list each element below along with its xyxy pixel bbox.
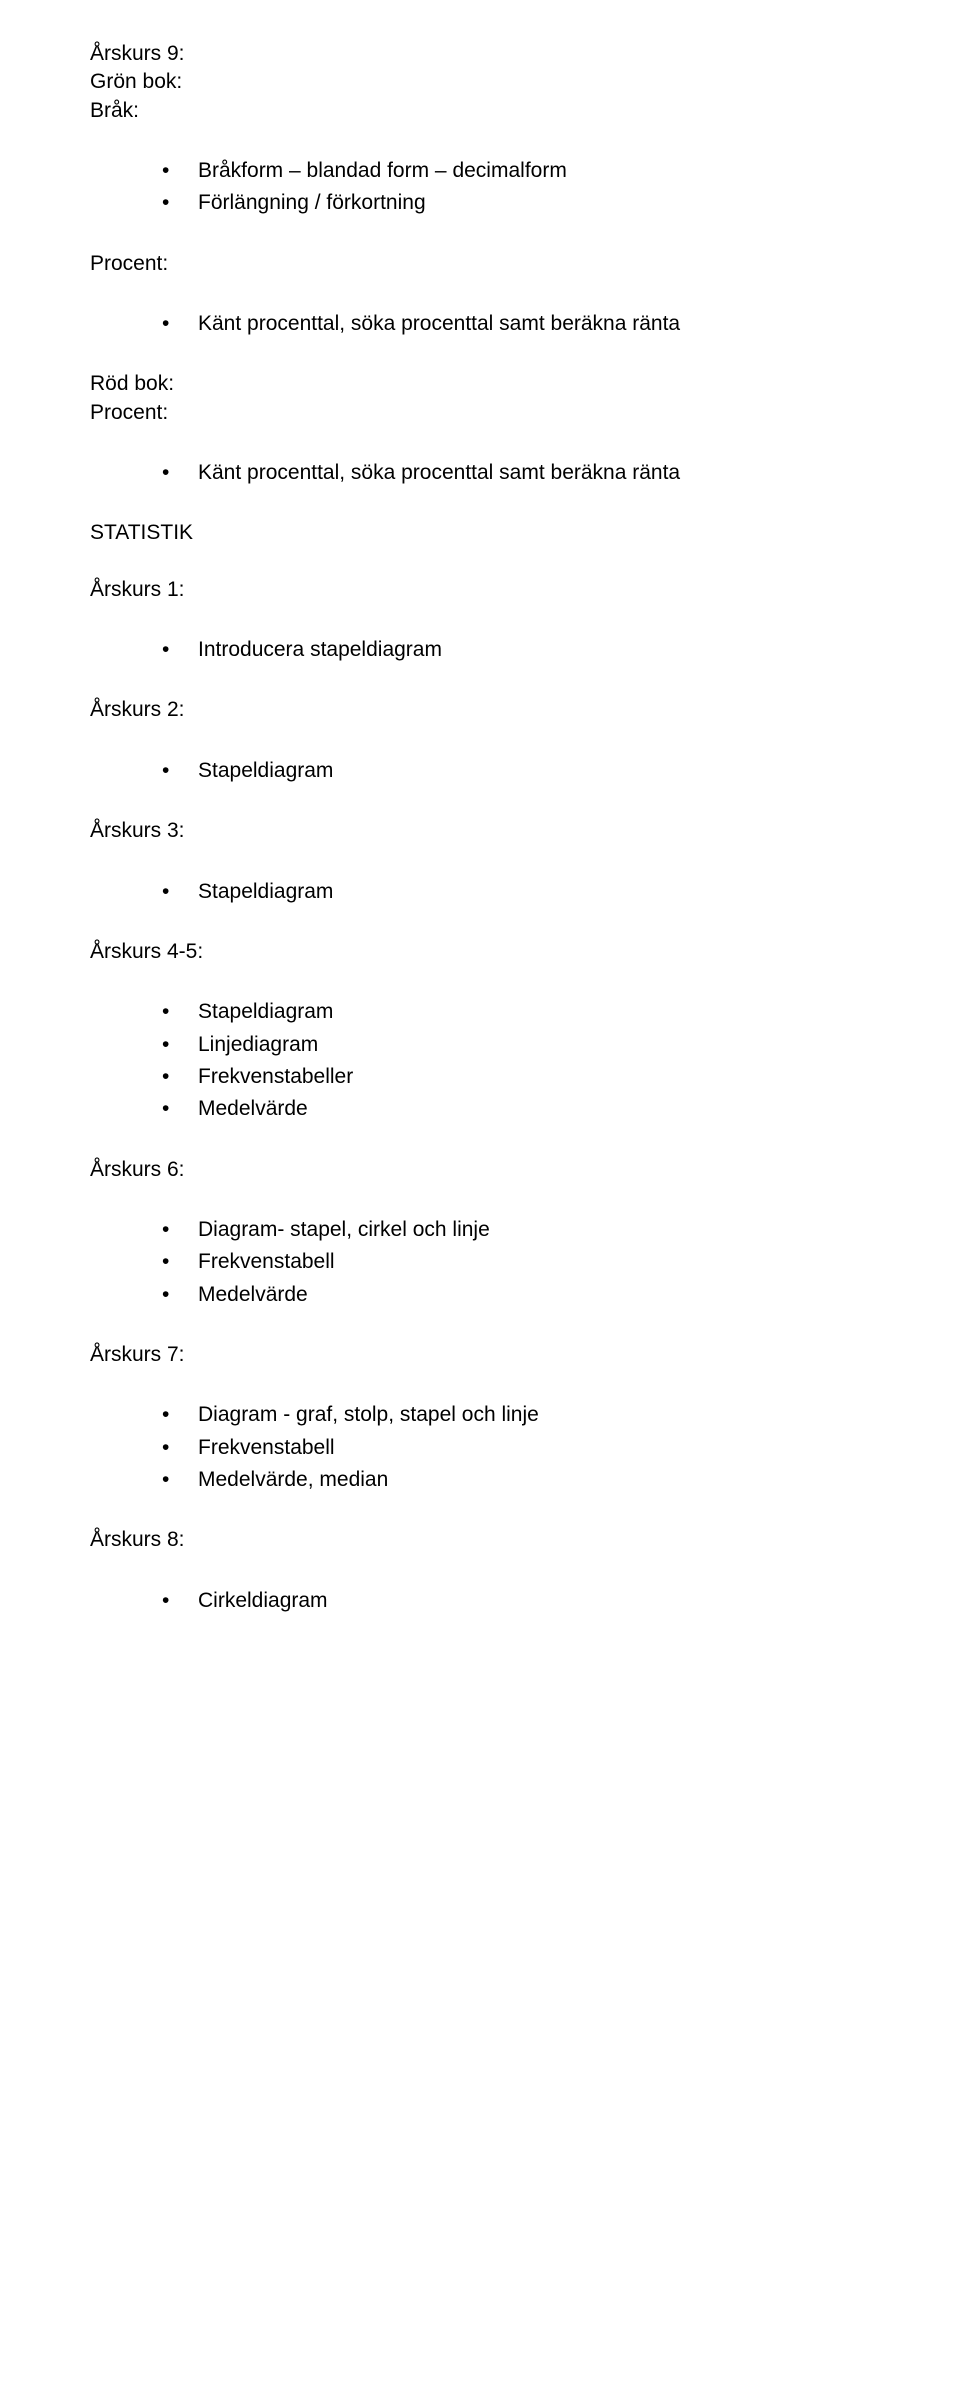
list-item: Förlängning / förkortning <box>162 189 870 217</box>
list-item: Känt procenttal, söka procenttal samt be… <box>162 459 870 487</box>
heading-procent: Procent: <box>90 250 870 278</box>
list-item: Diagram- stapel, cirkel och linje <box>162 1216 870 1244</box>
list-item: Medelvärde, median <box>162 1466 870 1494</box>
list-item: Medelvärde <box>162 1095 870 1123</box>
list-arskurs7: Diagram - graf, stolp, stapel och linje … <box>90 1401 870 1494</box>
heading-rod-bok: Röd bok: <box>90 370 870 398</box>
list-arskurs45: Stapeldiagram Linjediagram Frekvenstabel… <box>90 998 870 1123</box>
heading-arskurs7: Årskurs 7: <box>90 1341 870 1369</box>
list-item: Frekvenstabeller <box>162 1063 870 1091</box>
heading-arskurs3: Årskurs 3: <box>90 817 870 845</box>
list-item: Diagram - graf, stolp, stapel och linje <box>162 1401 870 1429</box>
list-arskurs8: Cirkeldiagram <box>90 1587 870 1615</box>
heading-arskurs2: Årskurs 2: <box>90 696 870 724</box>
list-arskurs1: Introducera stapeldiagram <box>90 636 870 664</box>
heading-brak: Bråk: <box>90 97 870 125</box>
list-item: Känt procenttal, söka procenttal samt be… <box>162 310 870 338</box>
heading-statistik: STATISTIK <box>90 519 870 547</box>
list-arskurs6: Diagram- stapel, cirkel och linje Frekve… <box>90 1216 870 1309</box>
list-arskurs3: Stapeldiagram <box>90 878 870 906</box>
list-item: Introducera stapeldiagram <box>162 636 870 664</box>
list-item: Frekvenstabell <box>162 1434 870 1462</box>
heading-arskurs9: Årskurs 9: <box>90 40 870 68</box>
list-arskurs2: Stapeldiagram <box>90 757 870 785</box>
heading-gron-bok: Grön bok: <box>90 68 870 96</box>
heading-arskurs45: Årskurs 4-5: <box>90 938 870 966</box>
heading-procent-2: Procent: <box>90 399 870 427</box>
list-item: Medelvärde <box>162 1281 870 1309</box>
heading-arskurs1: Årskurs 1: <box>90 576 870 604</box>
heading-arskurs6: Årskurs 6: <box>90 1156 870 1184</box>
list-brak: Bråkform – blandad form – decimalform Fö… <box>90 157 870 218</box>
heading-arskurs8: Årskurs 8: <box>90 1526 870 1554</box>
list-item: Stapeldiagram <box>162 757 870 785</box>
list-item: Stapeldiagram <box>162 998 870 1026</box>
list-item: Cirkeldiagram <box>162 1587 870 1615</box>
list-item: Frekvenstabell <box>162 1248 870 1276</box>
list-item: Linjediagram <box>162 1031 870 1059</box>
list-procent-1: Känt procenttal, söka procenttal samt be… <box>90 310 870 338</box>
list-item: Bråkform – blandad form – decimalform <box>162 157 870 185</box>
list-procent-2: Känt procenttal, söka procenttal samt be… <box>90 459 870 487</box>
list-item: Stapeldiagram <box>162 878 870 906</box>
